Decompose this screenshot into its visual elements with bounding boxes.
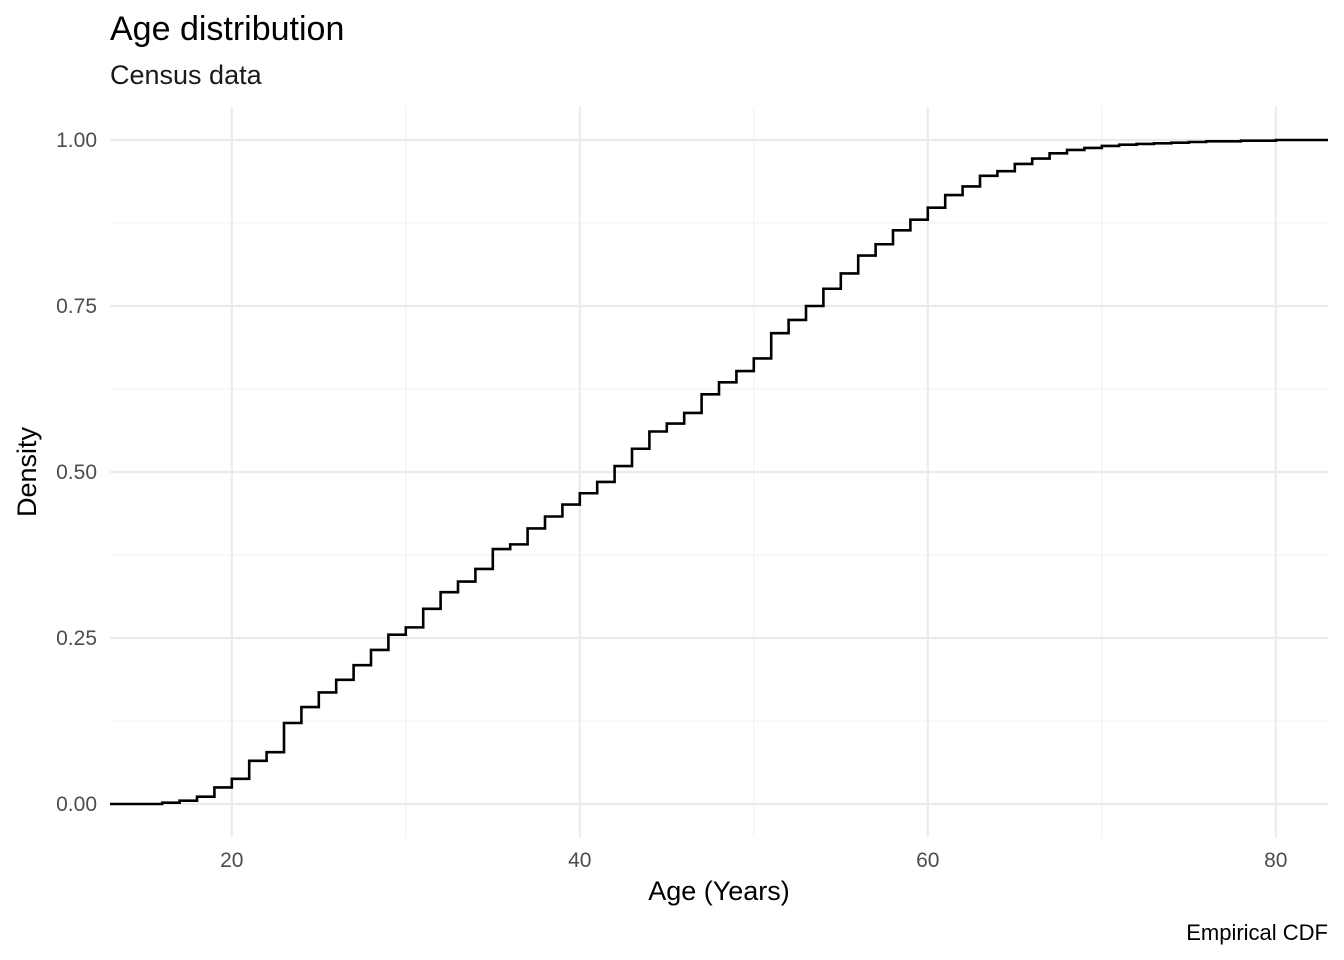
chart-subtitle: Census data: [110, 60, 263, 90]
y-tick-label: 0.25: [56, 627, 97, 650]
ecdf-step-line: [110, 138, 1328, 806]
x-tick-label: 60: [916, 849, 939, 872]
chart-title: Age distribution: [110, 10, 344, 48]
chart-caption: Empirical CDF: [1186, 920, 1328, 945]
x-axis-title: Age (Years): [648, 876, 790, 906]
x-tick-label: 80: [1264, 849, 1287, 872]
tick-labels: 20 40 60 80 0.00 0.25 0.50 0.75 1.00: [56, 129, 1287, 872]
y-tick-label: 1.00: [56, 129, 97, 152]
x-tick-label: 40: [568, 849, 591, 872]
grid-layer: [110, 107, 1328, 837]
y-tick-label: 0.75: [56, 295, 97, 318]
y-axis-title: Density: [12, 426, 42, 517]
y-tick-label: 0.50: [56, 461, 97, 484]
x-tick-label: 20: [220, 849, 243, 872]
y-tick-label: 0.00: [56, 793, 97, 816]
